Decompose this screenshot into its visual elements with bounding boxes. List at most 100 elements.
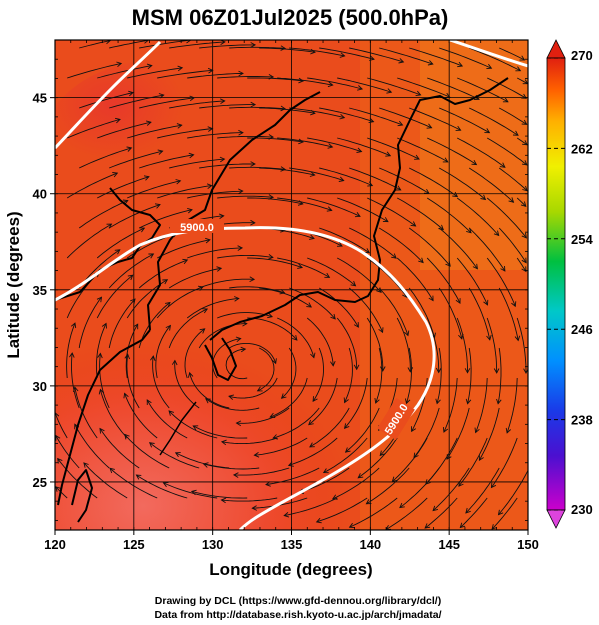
streamline bbox=[96, 176, 150, 199]
streamline bbox=[498, 167, 528, 192]
streamline bbox=[277, 137, 333, 148]
streamline bbox=[139, 97, 195, 109]
streamline-arrowhead bbox=[265, 481, 271, 487]
streamline bbox=[456, 317, 468, 373]
streamline-arrowhead bbox=[205, 237, 211, 244]
streamline-arrowhead bbox=[298, 77, 305, 84]
streamline-arrowhead bbox=[435, 398, 441, 405]
streamline bbox=[139, 154, 194, 169]
streamline-arrowhead bbox=[133, 323, 139, 330]
streamline bbox=[391, 437, 428, 482]
streamline-arrowhead bbox=[500, 265, 506, 272]
streamline bbox=[425, 437, 458, 485]
streamline bbox=[349, 227, 397, 259]
streamline-arrowhead bbox=[330, 361, 336, 367]
streamline-arrowhead bbox=[242, 320, 248, 327]
streamline-arrowhead bbox=[99, 427, 105, 434]
streamline-arrowhead bbox=[391, 253, 397, 259]
streamline bbox=[486, 317, 498, 373]
streamline-arrowhead bbox=[483, 299, 489, 306]
streamline-arrowhead bbox=[444, 92, 451, 99]
streamline-arrowhead bbox=[114, 249, 121, 255]
streamline-arrowhead bbox=[414, 154, 420, 160]
streamline-arrowhead bbox=[148, 253, 155, 259]
streamline bbox=[174, 360, 200, 409]
streamline-arrowhead bbox=[364, 248, 371, 254]
streamline bbox=[357, 437, 398, 479]
streamline bbox=[259, 167, 315, 176]
streamline-arrowhead bbox=[157, 149, 164, 155]
streamline-arrowhead bbox=[465, 398, 472, 405]
streamline-arrowhead bbox=[280, 393, 287, 399]
streamline-arrowhead bbox=[493, 368, 500, 374]
streamline-arrowhead bbox=[399, 502, 405, 509]
streamline bbox=[438, 287, 463, 340]
streamline bbox=[439, 107, 490, 134]
streamline-arrowhead bbox=[55, 434, 61, 441]
streamline bbox=[367, 77, 421, 96]
streamline-arrowhead bbox=[251, 505, 257, 511]
streamline-arrowhead bbox=[386, 88, 393, 94]
streamline-arrowhead bbox=[398, 58, 405, 64]
streamline-arrowhead bbox=[218, 213, 225, 219]
streamline bbox=[307, 77, 363, 90]
streamline-arrowhead bbox=[331, 494, 338, 500]
streamline bbox=[163, 482, 218, 499]
colorbar: 270 262 254 246 238 230 bbox=[546, 39, 593, 529]
streamline bbox=[199, 278, 255, 289]
streamline-arrowhead bbox=[206, 183, 213, 189]
streamline bbox=[139, 40, 191, 49]
streamline-arrowhead bbox=[357, 85, 364, 91]
streamline bbox=[96, 227, 145, 259]
streamline bbox=[229, 286, 285, 294]
streamline-arrowhead bbox=[205, 398, 211, 404]
streamline-arrowhead bbox=[280, 45, 287, 51]
streamline bbox=[378, 287, 409, 336]
streamline-arrowhead bbox=[520, 201, 527, 207]
streamline bbox=[198, 323, 247, 349]
streamline-arrowhead bbox=[192, 425, 199, 431]
streamline-arrowhead bbox=[235, 420, 242, 427]
streamline-arrowhead bbox=[202, 308, 209, 314]
streamline-arrowhead bbox=[177, 65, 184, 72]
streamline-arrowhead bbox=[162, 279, 169, 285]
streamline-arrowhead bbox=[322, 468, 329, 474]
streamline bbox=[277, 317, 315, 358]
streamline bbox=[397, 137, 449, 163]
streamline bbox=[67, 118, 121, 139]
streamline-arrowhead bbox=[268, 254, 274, 260]
streamline bbox=[396, 317, 411, 372]
streamline bbox=[79, 92, 134, 109]
streamline bbox=[127, 180, 181, 199]
y-axis-title: Latitude (degrees) bbox=[4, 211, 23, 358]
streamline bbox=[375, 347, 383, 404]
streamline-arrowhead bbox=[353, 364, 360, 371]
streamline bbox=[396, 197, 444, 230]
streamline-arrowhead bbox=[515, 66, 522, 72]
streamline-arrowhead bbox=[146, 399, 152, 406]
streamline-arrowhead bbox=[324, 272, 331, 278]
streamline-arrowhead bbox=[182, 258, 189, 265]
streamline-arrowhead bbox=[97, 352, 103, 359]
streamline bbox=[446, 407, 470, 460]
colorbar-scale bbox=[546, 57, 566, 511]
colorbar-tick-label: 230 bbox=[571, 502, 593, 517]
streamline bbox=[409, 107, 461, 131]
streamline bbox=[319, 107, 374, 123]
colorbar-tick-label: 254 bbox=[571, 232, 593, 247]
contour-label-1: 5900.0 bbox=[180, 222, 214, 234]
streamline bbox=[424, 497, 458, 529]
streamline-arrowhead bbox=[521, 266, 527, 273]
streamline-arrowhead bbox=[127, 274, 134, 281]
streamline bbox=[306, 317, 334, 366]
streamline bbox=[426, 197, 472, 234]
streamline bbox=[289, 287, 336, 320]
streamline bbox=[349, 47, 404, 63]
streamline bbox=[319, 47, 375, 60]
streamline bbox=[74, 387, 98, 439]
streamline-arrowhead bbox=[410, 221, 417, 227]
y-tick-label: 35 bbox=[33, 283, 47, 298]
streamline bbox=[247, 317, 298, 341]
streamline bbox=[138, 259, 188, 289]
streamline-arrowhead bbox=[171, 359, 178, 366]
